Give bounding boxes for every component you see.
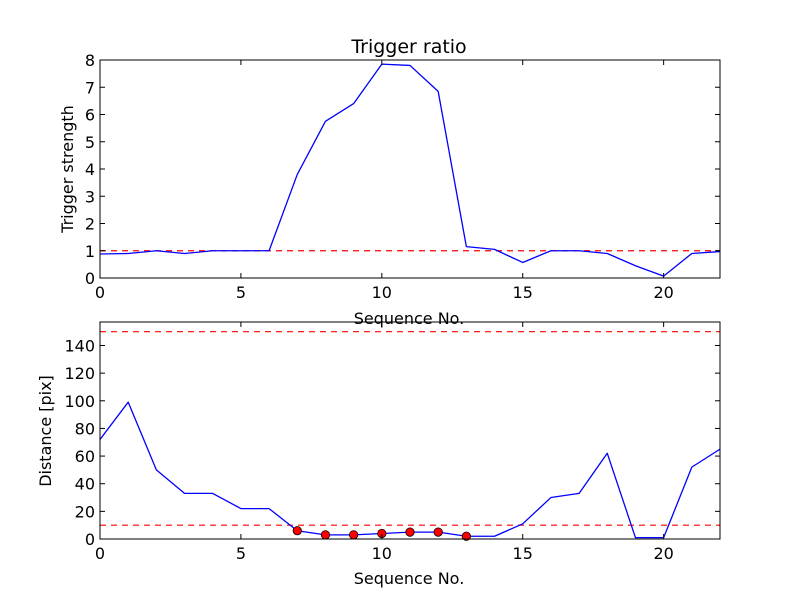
x-tick-label: 0 bbox=[95, 544, 105, 563]
x-tick-label: 15 bbox=[513, 544, 533, 563]
x-tick-label: 20 bbox=[653, 283, 673, 302]
x-tick-label: 15 bbox=[513, 283, 533, 302]
plot-frame bbox=[99, 321, 721, 540]
data-point-marker bbox=[433, 527, 443, 537]
x-tick-label: 5 bbox=[236, 544, 246, 563]
y-tick-label: 6 bbox=[85, 106, 95, 125]
x-tick-label: 5 bbox=[236, 283, 246, 302]
data-point-marker bbox=[461, 531, 471, 541]
y-tick-label: 60 bbox=[75, 447, 95, 466]
data-point-marker bbox=[320, 530, 331, 540]
y-tick-label: 1 bbox=[85, 242, 95, 261]
top-panel: Trigger ratio Sequence No. Trigger stren… bbox=[58, 36, 721, 328]
data-point-marker bbox=[405, 527, 415, 537]
y-tick-label: 4 bbox=[85, 160, 95, 179]
x-tick-label: 20 bbox=[653, 544, 673, 563]
y-axis-label: Trigger strength bbox=[58, 105, 77, 234]
y-tick-label: 100 bbox=[64, 392, 95, 411]
y-tick-label: 7 bbox=[85, 78, 95, 97]
x-tick-label: 10 bbox=[372, 544, 392, 563]
data-point-marker bbox=[349, 530, 359, 540]
y-tick-label: 80 bbox=[75, 419, 95, 438]
y-tick-label: 2 bbox=[85, 215, 95, 234]
x-axis-label: Sequence No. bbox=[354, 309, 465, 328]
chart-title: Trigger ratio bbox=[350, 36, 466, 58]
x-axis-label: Sequence No. bbox=[354, 569, 465, 588]
y-tick-label: 120 bbox=[64, 364, 95, 383]
y-tick-label: 8 bbox=[85, 51, 95, 70]
y-tick-label: 0 bbox=[85, 269, 95, 288]
y-tick-label: 140 bbox=[64, 336, 95, 355]
y-tick-label: 40 bbox=[75, 475, 95, 494]
x-tick-label: 0 bbox=[95, 283, 105, 302]
y-tick-label: 3 bbox=[85, 187, 95, 206]
series-line bbox=[100, 63, 720, 277]
y-axis-label: Distance [pix] bbox=[36, 375, 55, 487]
data-point-marker bbox=[292, 526, 302, 536]
y-tick-label: 20 bbox=[75, 502, 95, 521]
y-tick-label: 5 bbox=[85, 133, 95, 152]
y-tick-label: 0 bbox=[85, 530, 95, 549]
bottom-panel: Sequence No. Distance [pix] 0 5 10 15 20 0 20 4… bbox=[36, 321, 721, 588]
x-tick-label: 10 bbox=[372, 283, 392, 302]
